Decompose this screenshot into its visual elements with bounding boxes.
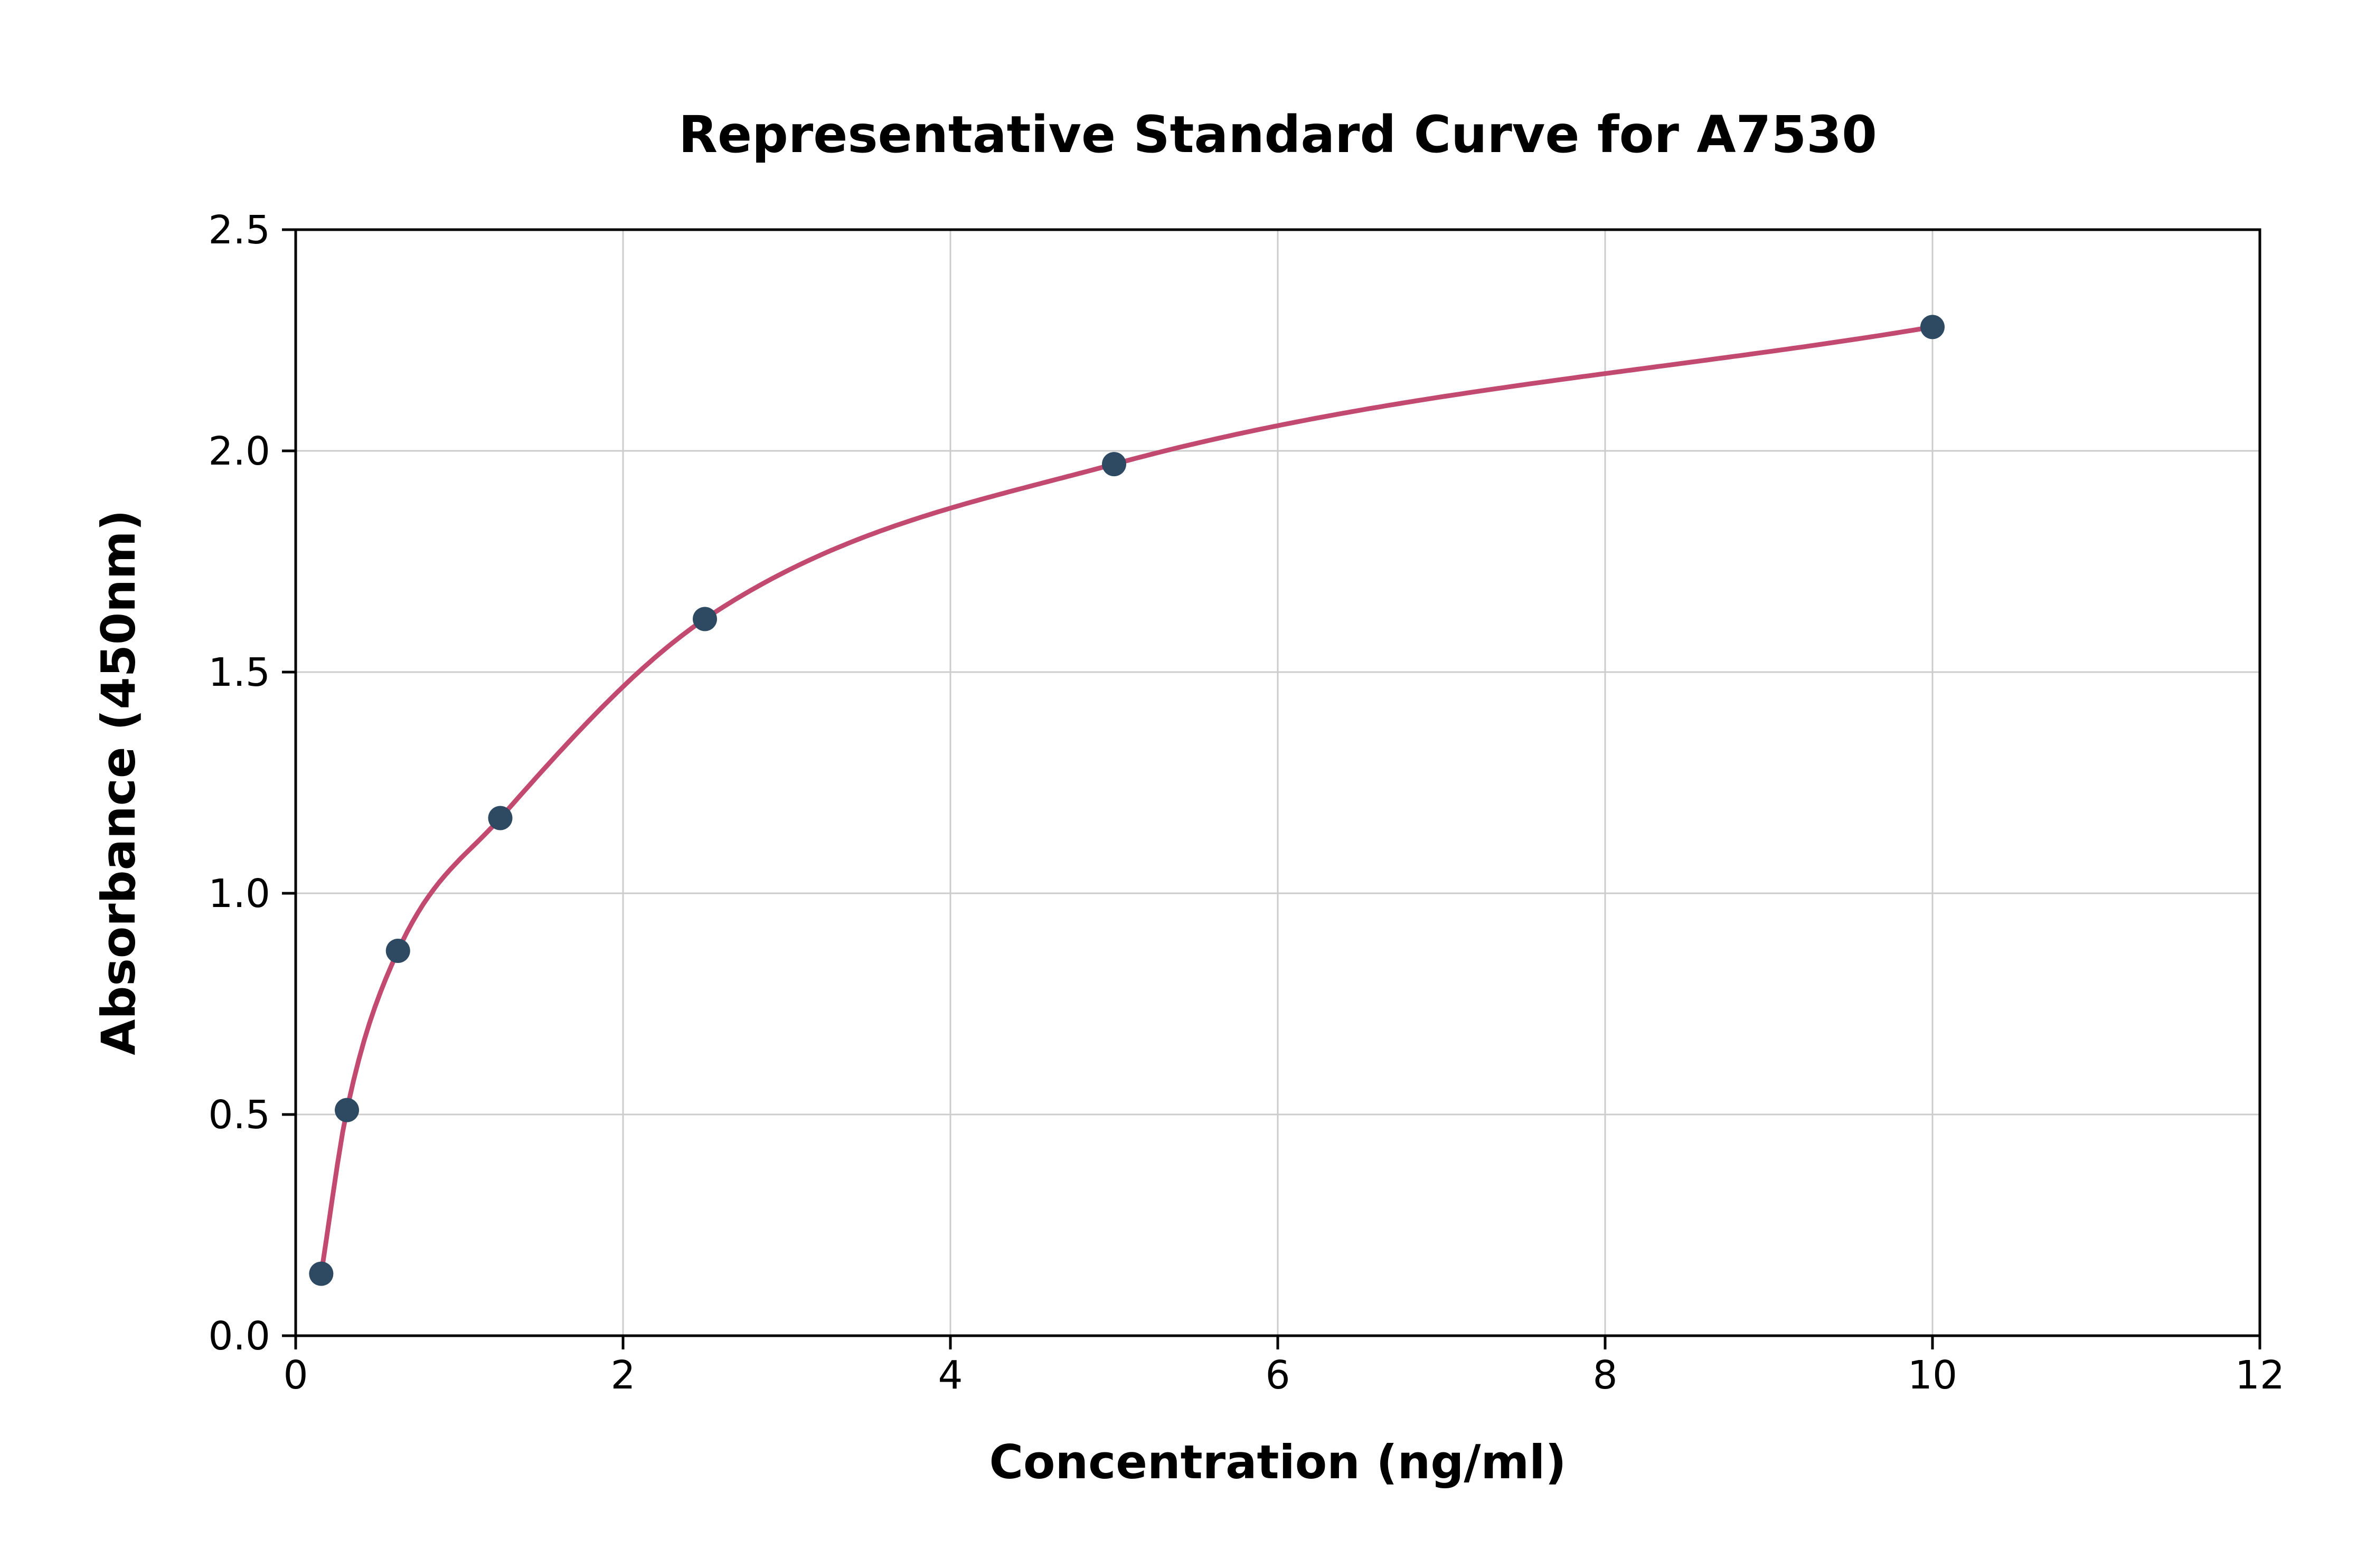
data-point bbox=[1102, 452, 1126, 477]
axes-layer: 0 2 4 6 8 10 12 0.0 0.5 1.0 1.5 2.0 2.5 bbox=[208, 207, 2285, 1398]
data-point bbox=[385, 938, 410, 963]
x-tick-label: 6 bbox=[1265, 1353, 1290, 1398]
data-point bbox=[1920, 315, 1945, 339]
x-tick-label: 2 bbox=[610, 1353, 635, 1398]
data-point bbox=[309, 1261, 334, 1286]
y-tick-label: 1.5 bbox=[208, 650, 270, 695]
data-point bbox=[335, 1098, 360, 1122]
x-tick-label: 4 bbox=[938, 1353, 963, 1398]
y-axis-label: Absorbance (450nm) bbox=[91, 509, 146, 1055]
y-tick-label: 1.0 bbox=[208, 871, 270, 917]
grid-layer bbox=[295, 229, 2261, 1337]
x-axis-label: Concentration (ng/ml) bbox=[989, 1435, 1566, 1489]
data-point bbox=[488, 806, 513, 830]
y-tick-label: 0.0 bbox=[208, 1314, 270, 1359]
y-tick-label: 2.5 bbox=[208, 207, 270, 253]
fitted-curve bbox=[318, 324, 1935, 1277]
y-tick-label: 0.5 bbox=[208, 1092, 270, 1138]
chart-title: Representative Standard Curve for A7530 bbox=[678, 105, 1877, 164]
x-tick-label: 12 bbox=[2235, 1353, 2285, 1398]
data-point bbox=[693, 607, 717, 631]
x-tick-label: 8 bbox=[1592, 1353, 1617, 1398]
x-tick-label: 0 bbox=[283, 1353, 308, 1398]
series-layer bbox=[309, 315, 1945, 1286]
x-tick-label: 10 bbox=[1908, 1353, 1957, 1398]
y-tick-label: 2.0 bbox=[208, 429, 270, 474]
